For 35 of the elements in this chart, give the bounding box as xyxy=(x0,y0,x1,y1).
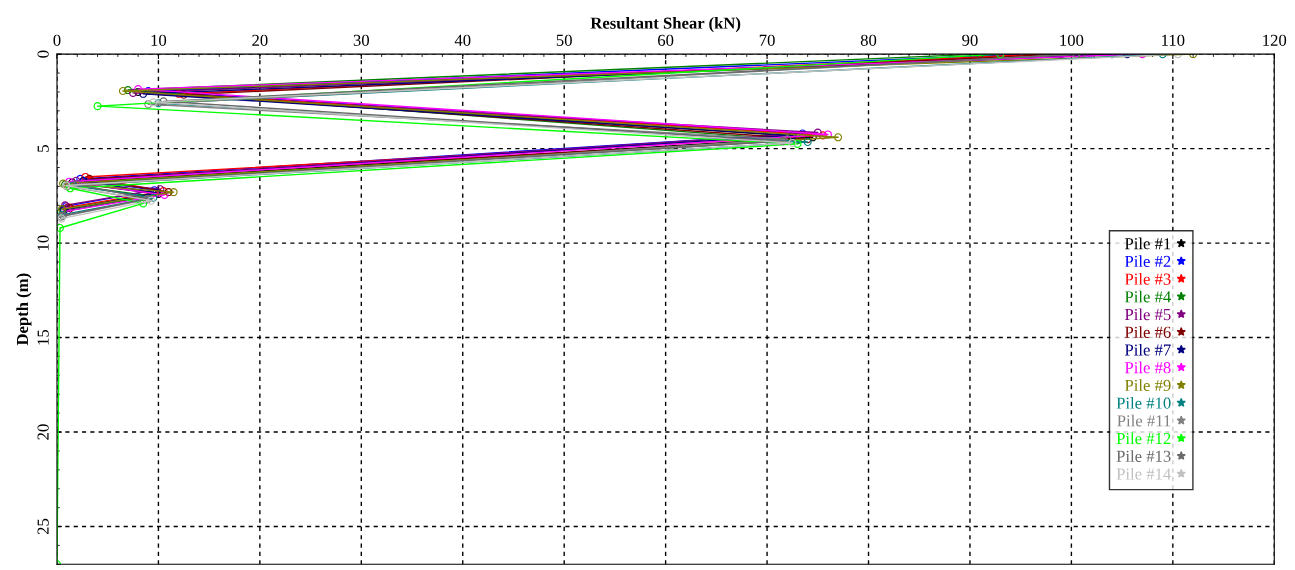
legend-label: Pile #4 xyxy=(1124,290,1171,303)
y-axis-title: Depth (m) xyxy=(16,273,32,346)
legend-label: Pile #8 xyxy=(1124,361,1171,374)
legend-label: Pile #7 xyxy=(1124,343,1171,356)
y-tick-label: 0 xyxy=(37,50,49,58)
legend-label: Pile #14 xyxy=(1116,467,1171,480)
x-tick-label: 90 xyxy=(962,34,978,46)
legend-label: Pile #10 xyxy=(1116,397,1171,409)
x-tick-label: 80 xyxy=(860,34,877,46)
legend-label: Pile #1 xyxy=(1124,237,1171,250)
y-tick-label: 15 xyxy=(37,329,49,345)
x-tick-label: 110 xyxy=(1162,34,1185,46)
x-tick-label: 40 xyxy=(454,34,471,46)
x-tick-label: 10 xyxy=(151,34,167,46)
x-tick-label: 50 xyxy=(556,34,572,46)
y-tick-label: 20 xyxy=(37,424,49,440)
legend-label: Pile #5 xyxy=(1124,308,1171,321)
legend-label: Pile #12 xyxy=(1116,432,1171,445)
legend-label: Pile #2 xyxy=(1124,255,1171,268)
legend-label: Pile #11 xyxy=(1117,414,1171,427)
x-tick-label: 70 xyxy=(759,34,775,46)
y-tick-label: 5 xyxy=(37,145,49,152)
x-tick-label: 30 xyxy=(353,34,369,46)
x-axis-title: Resultant Shear (kN) xyxy=(590,17,741,33)
y-tick-label: 10 xyxy=(37,235,49,250)
x-tick-label: 60 xyxy=(658,34,674,46)
x-tick-label: 120 xyxy=(1263,34,1287,46)
x-tick-label: 100 xyxy=(1060,34,1084,46)
legend-label: Pile #13 xyxy=(1116,450,1171,462)
x-tick-label: 0 xyxy=(53,34,61,46)
legend-label: Pile #3 xyxy=(1124,273,1171,285)
y-tick-label: 25 xyxy=(37,518,49,535)
x-tick-label: 20 xyxy=(252,34,268,46)
legend-label: Pile #9 xyxy=(1124,379,1171,392)
legend-label: Pile #6 xyxy=(1124,326,1171,338)
